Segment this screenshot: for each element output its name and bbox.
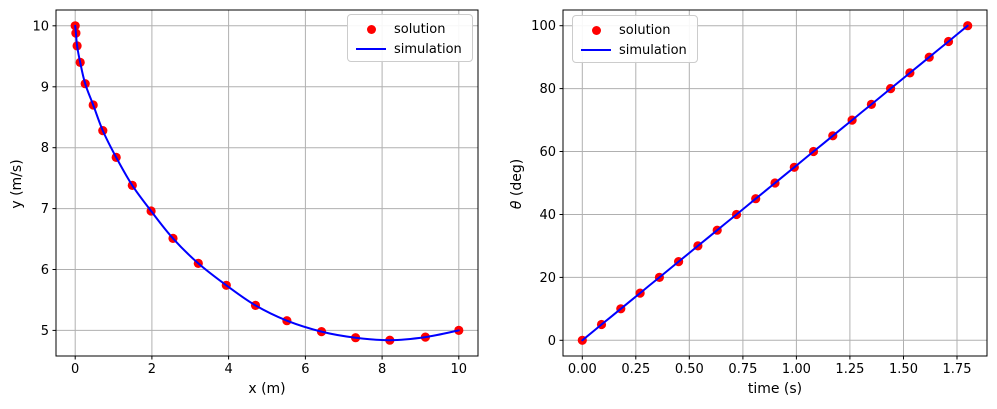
x-tick-label: 8 — [378, 362, 386, 377]
y-tick-label: 0 — [548, 334, 556, 349]
x-tick-label: 0 — [71, 362, 79, 377]
tick-marks — [559, 25, 958, 360]
legend-label-solution: solution — [394, 21, 446, 37]
legend-label-solution: solution — [619, 22, 671, 38]
left-plot-legend: solution simulation — [347, 14, 473, 62]
gridlines — [563, 10, 987, 356]
right-plot-xlabel: time (s) — [747, 381, 803, 397]
right-plot-ylabel: θ (deg) — [509, 124, 525, 244]
y-tick-label: 10 — [32, 19, 49, 34]
legend-item-simulation: simulation — [573, 40, 697, 60]
x-tick-label: 0.50 — [675, 362, 704, 377]
theta-unit: (deg) — [509, 158, 525, 201]
solution-dot-icon — [348, 24, 394, 34]
tick-labels: 0.00 0.25 0.50 0.75 1.00 1.25 1.50 1.75 0 20 40 60 8… — [531, 19, 971, 377]
solution-dot-icon — [573, 25, 619, 35]
simulation-line — [74, 24, 460, 342]
theta-symbol: θ — [509, 200, 525, 210]
x-tick-label: 6 — [301, 362, 309, 377]
legend-item-solution: solution — [573, 20, 697, 40]
y-tick-label: 40 — [539, 208, 556, 223]
y-tick-label: 80 — [539, 82, 556, 97]
legend-item-simulation: simulation — [348, 39, 472, 59]
left-plot: 0 2 4 6 8 10 5 6 7 8 9 10 — [32, 9, 479, 377]
y-tick-label: 6 — [41, 263, 49, 278]
x-tick-label: 2 — [148, 362, 156, 377]
x-tick-label: 4 — [224, 362, 232, 377]
x-tick-label: 1.00 — [782, 362, 811, 377]
x-tick-label: 0.00 — [568, 362, 597, 377]
simulation-line — [581, 24, 969, 342]
right-plot: 0.00 0.25 0.50 0.75 1.00 1.25 1.50 1.75 0 20 40 60 8… — [531, 9, 988, 377]
legend-label-simulation: simulation — [394, 41, 462, 57]
tick-labels: 0 2 4 6 8 10 5 6 7 8 9 10 — [32, 19, 467, 377]
x-tick-label: 1.25 — [835, 362, 864, 377]
x-tick-label: 10 — [451, 362, 468, 377]
plot-spines — [55, 9, 479, 357]
y-tick-label: 20 — [539, 271, 556, 286]
y-tick-label: 5 — [41, 324, 49, 339]
simulation-line-icon — [573, 49, 619, 51]
y-tick-label: 7 — [41, 202, 49, 217]
legend-label-simulation: simulation — [619, 42, 687, 58]
simulation-line-icon — [348, 48, 394, 50]
y-tick-label: 60 — [539, 145, 556, 160]
y-tick-label: 100 — [531, 19, 556, 34]
y-tick-label: 8 — [41, 141, 49, 156]
x-tick-label: 0.25 — [621, 362, 650, 377]
legend-item-solution: solution — [348, 19, 472, 39]
x-tick-label: 1.75 — [943, 362, 972, 377]
x-tick-label: 0.75 — [728, 362, 757, 377]
left-plot-ylabel: y (m/s) — [9, 159, 25, 209]
gridlines — [56, 10, 478, 356]
x-tick-label: 1.50 — [889, 362, 918, 377]
plot-spines — [562, 9, 988, 357]
solution-points — [70, 21, 464, 345]
y-tick-label: 9 — [41, 80, 49, 95]
tick-marks — [52, 25, 460, 360]
right-plot-legend: solution simulation — [572, 15, 698, 63]
left-plot-xlabel: x (m) — [248, 381, 286, 397]
